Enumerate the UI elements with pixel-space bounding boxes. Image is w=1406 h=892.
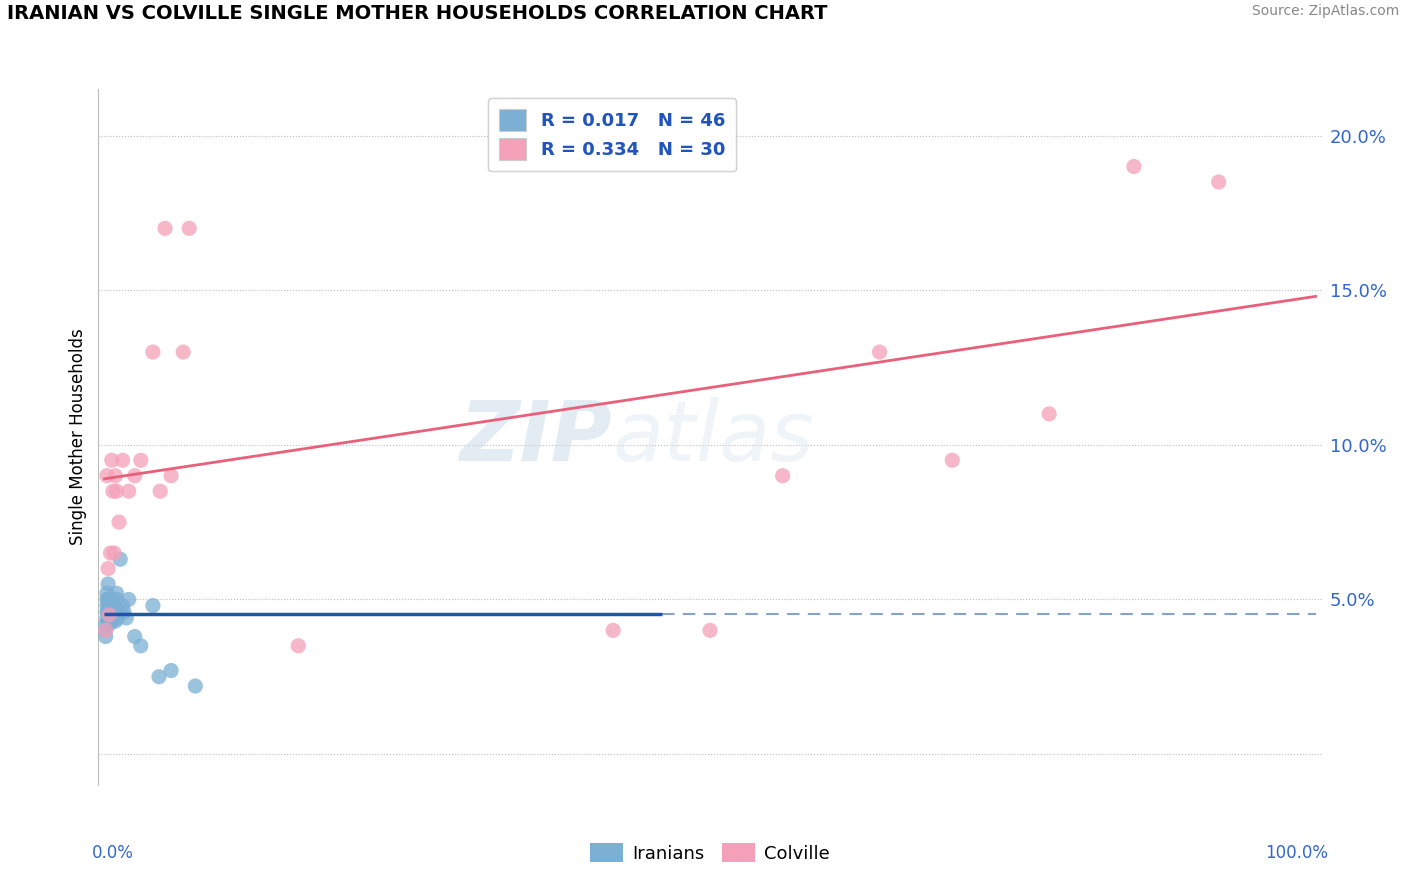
Point — [118, 484, 141, 499]
Point — [869, 345, 891, 359]
Point — [1122, 160, 1144, 174]
Point — [94, 630, 117, 644]
Point — [172, 345, 194, 359]
Point — [98, 599, 121, 613]
Point — [160, 468, 183, 483]
Point — [124, 468, 146, 483]
Point — [98, 592, 121, 607]
Point — [110, 552, 132, 566]
Point — [100, 453, 122, 467]
Point — [104, 468, 127, 483]
Point — [96, 599, 118, 613]
Point — [94, 624, 117, 638]
Point — [101, 484, 124, 499]
Point — [97, 614, 120, 628]
Point — [100, 605, 122, 619]
Point — [184, 679, 207, 693]
Point — [97, 605, 120, 619]
Text: 100.0%: 100.0% — [1265, 844, 1327, 862]
Point — [103, 607, 125, 622]
Point — [124, 630, 146, 644]
Point — [103, 599, 125, 613]
Point — [941, 453, 963, 467]
Point — [100, 614, 122, 628]
Point — [100, 599, 122, 613]
Point — [112, 605, 135, 619]
Text: IRANIAN VS COLVILLE SINGLE MOTHER HOUSEHOLDS CORRELATION CHART: IRANIAN VS COLVILLE SINGLE MOTHER HOUSEH… — [7, 4, 828, 23]
Point — [105, 484, 128, 499]
Point — [98, 607, 121, 622]
Point — [107, 611, 129, 625]
Point — [129, 639, 152, 653]
Point — [1038, 407, 1060, 421]
Point — [104, 601, 127, 615]
Point — [97, 577, 120, 591]
Point — [96, 611, 118, 625]
Point — [129, 453, 152, 467]
Point — [142, 345, 165, 359]
Y-axis label: Single Mother Households: Single Mother Households — [69, 329, 87, 545]
Point — [149, 484, 172, 499]
Point — [148, 670, 170, 684]
Point — [111, 453, 134, 467]
Point — [101, 592, 124, 607]
Point — [104, 614, 127, 628]
Text: 0.0%: 0.0% — [93, 844, 134, 862]
Point — [100, 607, 122, 622]
Point — [602, 624, 624, 638]
Text: atlas: atlas — [612, 397, 814, 477]
Point — [287, 639, 309, 653]
Point — [103, 546, 125, 560]
Point — [699, 624, 721, 638]
Point — [142, 599, 165, 613]
Point — [100, 546, 122, 560]
Text: Source: ZipAtlas.com: Source: ZipAtlas.com — [1251, 4, 1399, 19]
Point — [97, 592, 120, 607]
Point — [96, 468, 118, 483]
Text: ZIP: ZIP — [460, 397, 612, 477]
Point — [101, 605, 124, 619]
Point — [98, 617, 121, 632]
Point — [179, 221, 201, 235]
Legend: R = 0.017   N = 46, R = 0.334   N = 30: R = 0.017 N = 46, R = 0.334 N = 30 — [488, 98, 735, 171]
Point — [772, 468, 794, 483]
Point — [115, 611, 138, 625]
Point — [111, 599, 134, 613]
Point — [108, 515, 131, 529]
Point — [101, 611, 124, 625]
Point — [96, 605, 118, 619]
Point — [105, 605, 128, 619]
Point — [100, 595, 122, 609]
Point — [97, 561, 120, 575]
Point — [100, 611, 122, 625]
Point — [98, 607, 121, 622]
Point — [105, 592, 128, 607]
Point — [1208, 175, 1230, 189]
Point — [97, 601, 120, 615]
Point — [118, 592, 141, 607]
Point — [96, 592, 118, 607]
Point — [153, 221, 176, 235]
Point — [94, 624, 117, 638]
Point — [96, 586, 118, 600]
Point — [94, 617, 117, 632]
Point — [160, 664, 183, 678]
Point — [105, 586, 128, 600]
Point — [108, 605, 131, 619]
